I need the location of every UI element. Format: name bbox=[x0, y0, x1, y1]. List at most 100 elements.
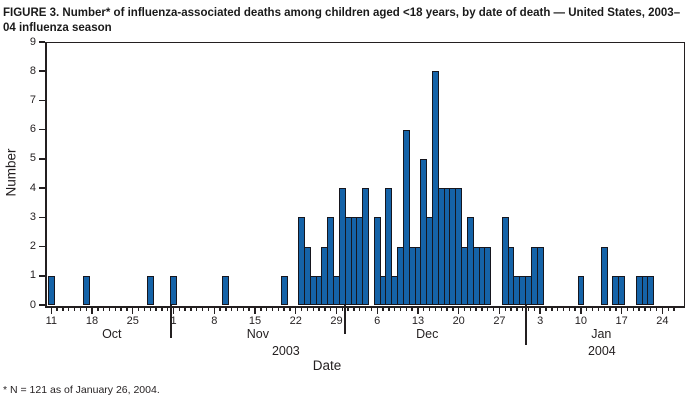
x-axis-minor-tick bbox=[79, 307, 82, 311]
bar-dec-25 bbox=[484, 246, 492, 305]
bar-dec-11 bbox=[402, 129, 410, 305]
x-axis-minor-tick bbox=[556, 307, 559, 311]
x-axis-minor-tick bbox=[393, 307, 396, 311]
x-axis-tick-label: 20 bbox=[452, 315, 465, 327]
x-axis-minor-tick bbox=[149, 307, 151, 311]
x-axis-minor-tick bbox=[108, 307, 111, 311]
x-axis-tick-label: 15 bbox=[248, 315, 262, 327]
x-axis-minor-tick bbox=[370, 307, 373, 311]
bar-nov-1 bbox=[170, 275, 177, 305]
x-axis-major-tick bbox=[620, 307, 623, 314]
x-axis-minor-tick bbox=[184, 307, 186, 311]
x-axis-major-tick bbox=[172, 307, 175, 314]
year-label-2004: 2004 bbox=[587, 344, 616, 358]
x-axis-major-tick bbox=[580, 307, 582, 314]
x-axis-minor-tick bbox=[667, 307, 669, 311]
y-axis-tick-label: 4 bbox=[29, 181, 36, 194]
month-separator-line bbox=[344, 305, 347, 334]
y-axis-tick bbox=[39, 216, 45, 219]
x-axis-minor-tick bbox=[673, 307, 675, 311]
y-axis-tick-label: 0 bbox=[29, 298, 36, 311]
footnote: * N = 121 as of January 26, 2004. bbox=[3, 384, 160, 396]
x-axis-minor-tick bbox=[277, 307, 279, 311]
x-axis-minor-tick bbox=[265, 307, 268, 311]
x-axis-tick-label: 8 bbox=[211, 315, 218, 327]
x-axis-minor-tick bbox=[126, 307, 128, 311]
bar-dec-8 bbox=[385, 188, 393, 305]
y-axis-tick bbox=[39, 245, 45, 248]
x-axis-minor-tick bbox=[516, 307, 518, 311]
x-axis-minor-tick bbox=[143, 307, 146, 311]
y-axis-title: Number bbox=[3, 148, 19, 197]
x-axis-minor-tick bbox=[463, 307, 466, 311]
x-axis-minor-tick bbox=[423, 307, 425, 311]
bar-oct-28 bbox=[146, 275, 154, 305]
month-label-dec: Dec bbox=[416, 327, 439, 341]
x-axis-minor-tick bbox=[655, 307, 658, 311]
x-axis-tick-label: 1 bbox=[170, 315, 177, 327]
x-axis-minor-tick bbox=[312, 307, 314, 311]
bar-oct-11 bbox=[47, 275, 55, 305]
x-axis-minor-tick bbox=[62, 307, 64, 311]
y-axis-tick-label: 2 bbox=[29, 240, 36, 253]
x-axis-major-tick bbox=[50, 307, 52, 314]
x-axis-minor-tick bbox=[632, 307, 634, 311]
x-axis-minor-tick bbox=[359, 307, 361, 311]
x-axis-minor-tick bbox=[527, 307, 530, 311]
x-axis-minor-tick bbox=[446, 307, 448, 311]
x-axis-minor-tick bbox=[399, 307, 402, 311]
x-axis-minor-tick bbox=[574, 307, 576, 311]
x-axis-major-tick bbox=[661, 307, 664, 314]
x-axis-major-tick bbox=[132, 307, 134, 314]
bar-nov-28 bbox=[327, 217, 335, 305]
x-axis-minor-tick bbox=[603, 307, 605, 311]
x-axis-minor-tick bbox=[562, 307, 565, 311]
y-axis-tick bbox=[39, 128, 45, 131]
x-axis-minor-tick bbox=[411, 307, 413, 311]
bar-jan-17 bbox=[618, 275, 626, 305]
x-axis-minor-tick bbox=[97, 307, 99, 311]
x-axis-minor-tick bbox=[469, 307, 472, 311]
x-axis-tick-label: 25 bbox=[126, 315, 139, 327]
x-axis-minor-tick bbox=[626, 307, 629, 311]
y-axis-tick bbox=[39, 187, 45, 189]
x-axis-minor-tick bbox=[615, 307, 617, 311]
x-axis-minor-tick bbox=[236, 307, 239, 311]
month-separator-line bbox=[524, 305, 527, 345]
x-axis-minor-tick bbox=[522, 307, 524, 311]
x-axis-minor-tick bbox=[207, 307, 210, 311]
y-axis-tick-label: 5 bbox=[29, 152, 36, 165]
y-axis-tick-label: 1 bbox=[29, 269, 36, 282]
y-axis-tick-label: 7 bbox=[29, 93, 36, 106]
x-axis-minor-tick bbox=[178, 307, 181, 311]
x-axis-minor-tick bbox=[638, 307, 640, 311]
x-axis-minor-tick bbox=[56, 307, 58, 311]
x-axis-minor-tick bbox=[452, 307, 454, 311]
x-axis-tick-label: 11 bbox=[45, 315, 57, 327]
x-axis-minor-tick bbox=[428, 307, 431, 311]
x-axis-major-tick bbox=[498, 307, 501, 314]
x-axis-minor-tick bbox=[85, 307, 87, 311]
x-axis-major-tick bbox=[213, 307, 215, 314]
y-axis-tick bbox=[39, 99, 45, 102]
x-axis-tick-label: 18 bbox=[85, 315, 99, 327]
x-axis-minor-tick bbox=[68, 307, 70, 311]
month-label-nov: Nov bbox=[246, 327, 270, 341]
y-axis-tick bbox=[39, 70, 45, 72]
bar-nov-20 bbox=[280, 275, 288, 305]
x-axis-tick-label: 27 bbox=[493, 315, 506, 327]
x-axis-minor-tick bbox=[341, 307, 343, 311]
bar-dec-6 bbox=[373, 217, 381, 305]
x-axis-major-tick bbox=[417, 307, 419, 314]
y-axis-tick-label: 9 bbox=[29, 35, 36, 48]
y-axis-tick-label: 6 bbox=[29, 123, 36, 136]
x-axis-minor-tick bbox=[388, 307, 390, 311]
x-axis-minor-tick bbox=[551, 307, 553, 311]
x-axis-major-tick bbox=[91, 307, 93, 314]
x-axis-minor-tick bbox=[242, 307, 245, 311]
x-axis-tick-label: 3 bbox=[537, 315, 544, 327]
x-axis-tick-label: 13 bbox=[411, 315, 425, 327]
y-axis-tick-label: 3 bbox=[29, 210, 36, 223]
month-label-jan: Jan bbox=[591, 327, 612, 341]
